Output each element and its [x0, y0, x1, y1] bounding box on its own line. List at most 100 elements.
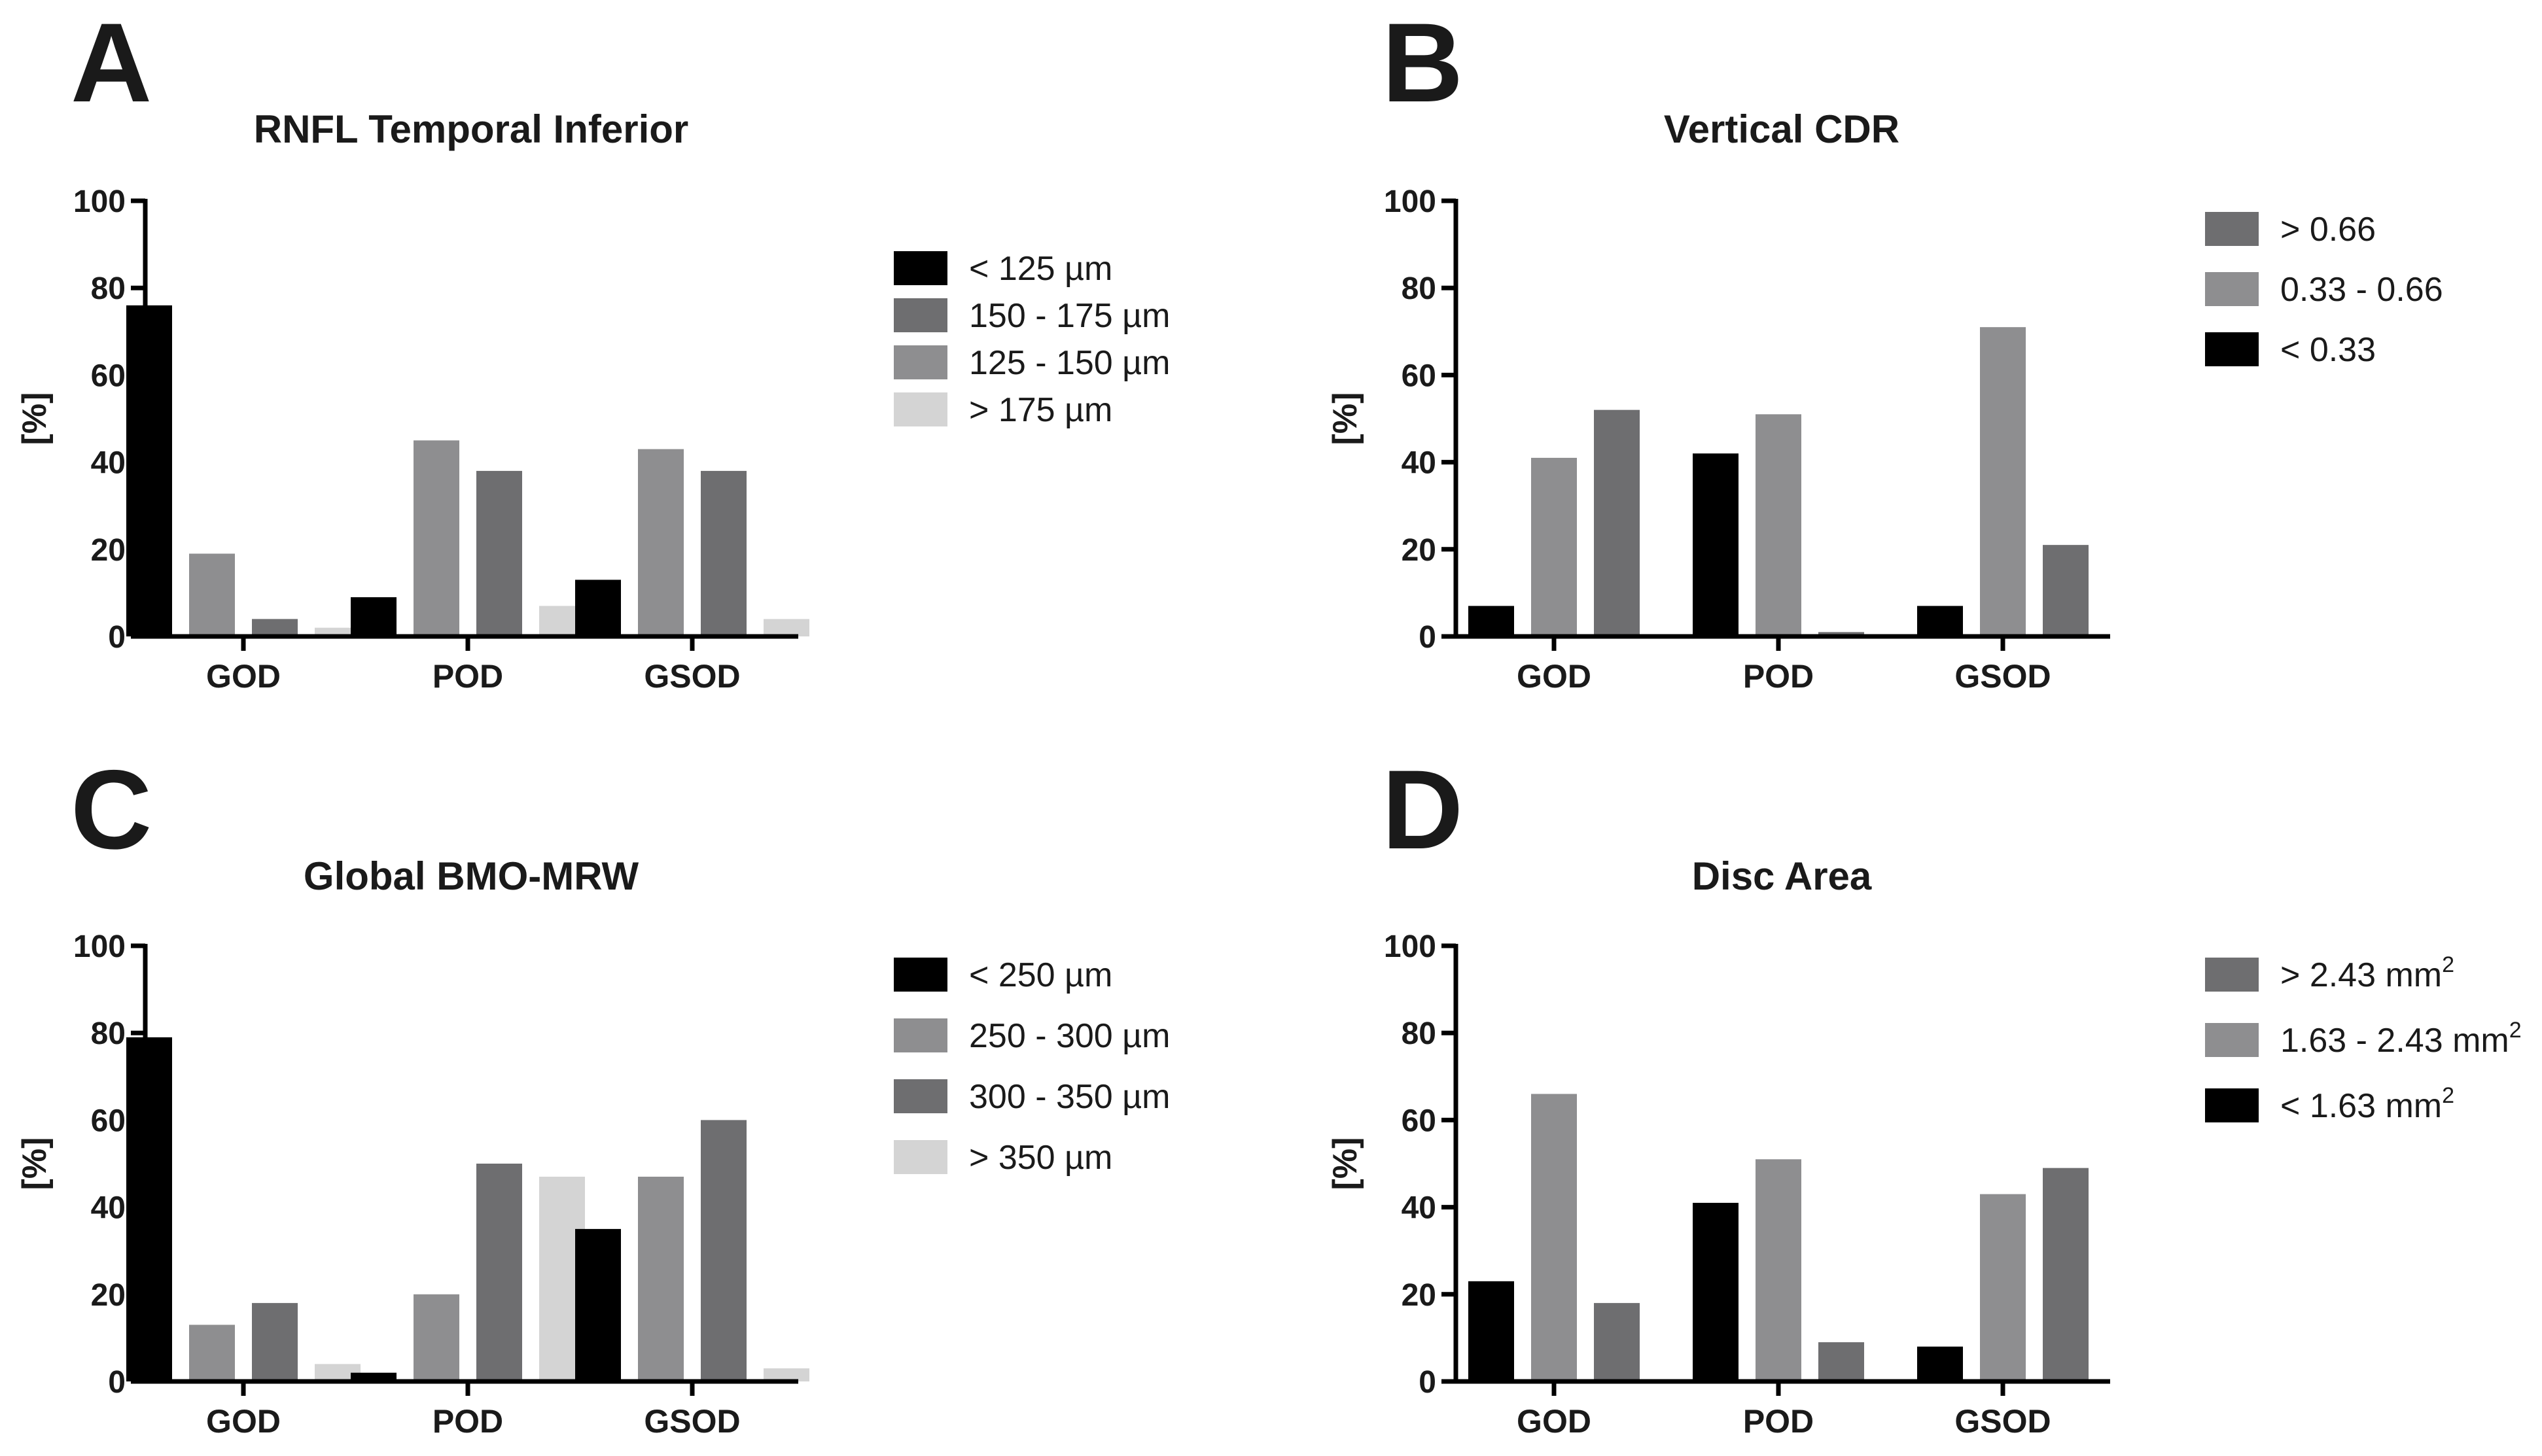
legend-label: < 1.63 mm2	[2280, 1083, 2454, 1125]
legend-label: > 175 µm	[969, 391, 1112, 429]
x-tick-label: GSOD	[1954, 658, 2051, 695]
y-tick-label: 80	[1402, 1016, 1436, 1051]
x-tick-label: GOD	[206, 1403, 281, 1440]
x-tick-label: POD	[432, 658, 503, 695]
bar	[2043, 1168, 2089, 1381]
bar	[1693, 453, 1739, 636]
legend-swatch	[894, 1140, 947, 1174]
y-tick-label: 60	[91, 1103, 126, 1138]
bar	[476, 1164, 522, 1381]
bar	[351, 597, 397, 636]
chart-panel-b: B Vertical CDR 0 20 40 60 80 100 [%] GOD POD GSOD > …	[1326, 0, 2443, 695]
y-tick-label: 0	[1419, 1365, 1436, 1400]
chart-title: Global BMO-MRW	[304, 854, 639, 898]
bar	[1693, 1202, 1739, 1381]
bar	[189, 1325, 235, 1381]
x-tick-label: GOD	[1517, 1403, 1591, 1440]
x-tick-label: POD	[1743, 1403, 1814, 1440]
y-tick-label: 100	[73, 184, 126, 219]
bar	[1980, 327, 2026, 636]
legend-swatch	[2205, 958, 2259, 992]
bar	[1980, 1194, 2026, 1381]
x-tick-label: GSOD	[1954, 1403, 2051, 1440]
legend-swatch	[894, 1079, 947, 1113]
x-tick-label: POD	[1743, 658, 1814, 695]
panel-letter: B	[1382, 0, 1463, 126]
y-tick-label: 40	[91, 1191, 126, 1226]
legend-swatch	[894, 958, 947, 992]
y-tick-label: 0	[108, 1365, 126, 1400]
y-axis-label: [%]	[16, 392, 54, 445]
x-tick-label: GOD	[206, 658, 281, 695]
bar	[414, 1294, 459, 1381]
y-tick-label: 40	[91, 446, 126, 481]
legend-label: < 125 µm	[969, 250, 1112, 288]
y-tick-label: 0	[1419, 620, 1436, 655]
bar	[764, 1368, 809, 1381]
bar	[575, 580, 621, 636]
legend-label: < 0.33	[2280, 331, 2376, 369]
legend-swatch	[894, 392, 947, 426]
bar	[1594, 409, 1640, 636]
panel-letter: A	[71, 0, 152, 126]
x-tick-label: GOD	[1517, 658, 1591, 695]
chart-panel-c: C Global BMO-MRW 0 20 40 60 80 100 [%] GOD POD GSOD…	[16, 747, 1170, 1440]
legend-swatch	[894, 1018, 947, 1052]
bar	[638, 449, 684, 636]
legend-swatch	[2205, 1088, 2259, 1122]
chart-title: RNFL Temporal Inferior	[254, 107, 689, 151]
bar	[1531, 1094, 1577, 1381]
legend-label: 150 - 175 µm	[969, 297, 1170, 335]
y-tick-label: 100	[73, 929, 126, 964]
legend: < 125 µm 150 - 175 µm 125 - 150 µm > 175 µm	[894, 250, 1170, 429]
y-tick-label: 40	[1402, 446, 1436, 481]
legend-swatch	[2205, 1023, 2259, 1057]
y-axis-label: [%]	[1326, 392, 1364, 445]
bar	[476, 470, 522, 636]
x-tick-label: GSOD	[644, 658, 740, 695]
y-tick-label: 20	[91, 533, 126, 568]
legend: < 250 µm 250 - 300 µm 300 - 350 µm > 350 µm	[894, 956, 1170, 1177]
bar	[126, 305, 172, 636]
legend-label: > 2.43 mm2	[2280, 952, 2454, 994]
legend-label: 300 - 350 µm	[969, 1078, 1170, 1116]
legend-swatch	[894, 298, 947, 332]
bar	[252, 1303, 298, 1381]
bar	[1756, 1159, 1801, 1381]
bar	[1594, 1303, 1640, 1381]
legend-label: 250 - 300 µm	[969, 1017, 1170, 1055]
legend-label: > 0.66	[2280, 211, 2376, 249]
bar	[701, 470, 747, 636]
legend-swatch	[894, 251, 947, 285]
bar	[1468, 1281, 1514, 1381]
y-tick-label: 100	[1384, 184, 1436, 219]
y-tick-label: 20	[1402, 1278, 1436, 1313]
legend-label: 0.33 - 0.66	[2280, 271, 2443, 309]
y-tick-label: 0	[108, 620, 126, 655]
bar	[1531, 457, 1577, 636]
y-axis-label: [%]	[16, 1137, 54, 1190]
panel-letter: D	[1382, 747, 1463, 873]
y-tick-label: 20	[1402, 533, 1436, 568]
y-axis-label: [%]	[1326, 1137, 1364, 1190]
legend-label: 1.63 - 2.43 mm2	[2280, 1018, 2522, 1060]
y-tick-label: 60	[91, 358, 126, 393]
bar	[1468, 606, 1514, 636]
bar	[1917, 606, 1963, 636]
bar	[189, 553, 235, 636]
legend: > 2.43 mm2 1.63 - 2.43 mm2 < 1.63 mm2	[2205, 952, 2522, 1125]
y-tick-label: 80	[91, 1016, 126, 1051]
chart-panel-d: D Disc Area 0 20 40 60 80 100 [%] GOD POD GSOD > 2.4…	[1326, 747, 2522, 1440]
y-tick-label: 60	[1402, 358, 1436, 393]
bar	[1756, 414, 1801, 636]
bar	[1818, 1342, 1864, 1381]
legend-swatch	[894, 345, 947, 379]
legend-swatch	[2205, 212, 2259, 246]
bar	[701, 1120, 747, 1381]
x-tick-label: POD	[432, 1403, 503, 1440]
bar	[414, 440, 459, 636]
y-tick-label: 80	[91, 271, 126, 306]
bar	[252, 619, 298, 636]
chart-title: Disc Area	[1692, 854, 1872, 898]
